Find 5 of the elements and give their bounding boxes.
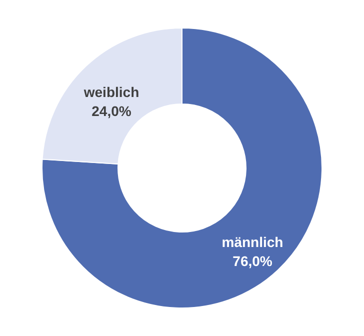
data-label: 24,0% xyxy=(92,102,132,119)
data-label: 76,0% xyxy=(232,253,273,270)
slice-label: männlich xyxy=(222,234,284,250)
donut-slice xyxy=(42,28,322,308)
slice-label: weiblich xyxy=(82,84,140,100)
